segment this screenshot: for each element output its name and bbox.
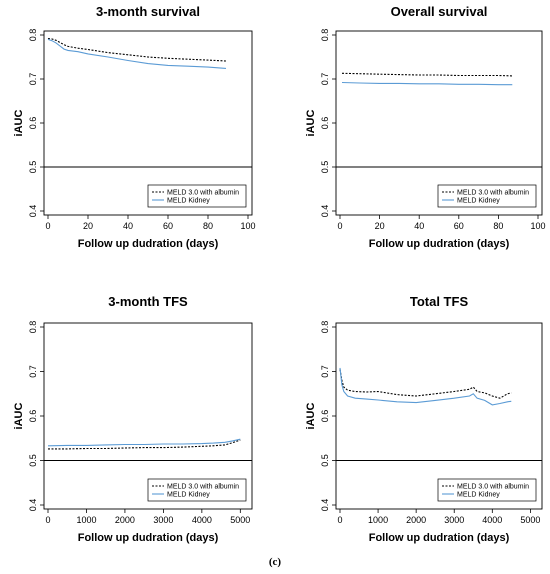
legend-entry-1: MELD 3.0 with albumin [167,190,239,197]
x-axis-label: Follow up dudration (days) [78,238,219,250]
x-tick-label: 0 [337,221,342,231]
y-tick-label: 0.4 [28,205,38,218]
chart-panel-2: Overall survival 0 20 40 60 80 100 0.4 0.5 0.6 0.7… [305,4,546,250]
y-tick-label: 0.6 [28,117,38,130]
x-tick-label: 80 [493,221,503,231]
x-axis-label: Follow up dudration (days) [369,238,510,250]
legend-entry-1: MELD 3.0 with albumin [167,484,239,491]
y-tick-label: 0.8 [28,29,38,42]
x-tick-label: 60 [163,221,173,231]
legend-box [147,478,247,502]
series-line-1 [341,72,513,77]
x-axis-label: Follow up dudration (days) [369,532,510,544]
legend-entry-2: MELD Kidney [457,492,500,499]
y-axis-label: iAUC [305,110,317,137]
series-line-1 [48,439,241,450]
x-tick-label: 5000 [520,515,540,525]
y-tick-label: 0.7 [320,365,330,378]
y-tick-label: 0.8 [28,321,38,334]
series-line-2 [47,438,241,447]
y-tick-label: 0.6 [320,117,330,130]
x-tick-label: 2000 [115,515,135,525]
x-tick-label: 40 [414,221,424,231]
chart-title: Total TFS [410,294,469,309]
chart-panel-4: Total TFS 0 1000 2000 3000 4000 5000 0.4 0.5 0.6 0… [305,294,543,544]
series-line-1 [339,369,512,399]
x-tick-label: 4000 [192,515,212,525]
x-tick-label: 0 [45,221,50,231]
y-tick-label: 0.7 [28,73,38,86]
legend-entry-2: MELD Kidney [167,198,210,205]
legend-entry-2: MELD Kidney [457,198,500,205]
chart-title: Overall survival [391,4,488,19]
legend-entry-1: MELD 3.0 with albumin [457,190,529,197]
y-tick-label: 0.4 [320,499,330,512]
x-tick-label: 60 [454,221,464,231]
y-tick-label: 0.7 [320,73,330,86]
y-tick-label: 0.7 [28,365,38,378]
x-tick-label: 20 [83,221,93,231]
y-tick-label: 0.5 [28,161,38,174]
y-tick-label: 0.6 [320,410,330,423]
x-tick-label: 1000 [368,515,388,525]
y-tick-label: 0.5 [320,454,330,467]
legend-box [437,478,537,502]
y-tick-label: 0.4 [320,205,330,218]
y-axis-label: iAUC [13,110,25,137]
legend-box [437,184,537,208]
x-tick-label: 0 [45,515,50,525]
y-tick-label: 0.5 [28,454,38,467]
x-tick-label: 20 [375,221,385,231]
y-axis-label: iAUC [13,403,25,430]
figure-caption: (c) [268,556,282,568]
chart-title: 3-month survival [96,4,200,19]
x-tick-label: 100 [530,221,545,231]
series-line-2 [47,38,227,69]
x-tick-label: 1000 [76,515,96,525]
x-tick-label: 5000 [230,515,250,525]
x-axis-label: Follow up dudration (days) [78,532,219,544]
legend-entry-1: MELD 3.0 with albumin [457,484,529,491]
x-tick-label: 40 [123,221,133,231]
x-tick-label: 4000 [482,515,502,525]
x-tick-label: 0 [337,515,342,525]
x-tick-label: 100 [240,221,255,231]
legend-box [147,184,247,208]
y-axis-label: iAUC [305,403,317,430]
chart-panel-3: 3-month TFS 0 1000 2000 3000 4000 5000 0.4 0.5 0.… [13,294,253,544]
legend-entry-2: MELD Kidney [167,492,210,499]
series-line-1 [47,37,227,62]
x-tick-label: 80 [203,221,213,231]
y-tick-label: 0.6 [28,410,38,423]
x-tick-label: 3000 [153,515,173,525]
chart-panels: 3-month survival 0 20 40 60 80 100 0.4 0.5 0.6 0.7… [13,4,546,544]
y-tick-label: 0.8 [320,321,330,334]
series-line-2 [339,367,512,406]
x-tick-label: 2000 [406,515,426,525]
series-line-2 [341,81,513,86]
y-tick-label: 0.4 [28,499,38,512]
y-tick-label: 0.8 [320,29,330,42]
x-tick-label: 3000 [444,515,464,525]
chart-panel-1: 3-month survival 0 20 40 60 80 100 0.4 0.5 0.6 0.7… [13,4,256,250]
y-tick-label: 0.5 [320,161,330,174]
chart-title: 3-month TFS [108,294,188,309]
